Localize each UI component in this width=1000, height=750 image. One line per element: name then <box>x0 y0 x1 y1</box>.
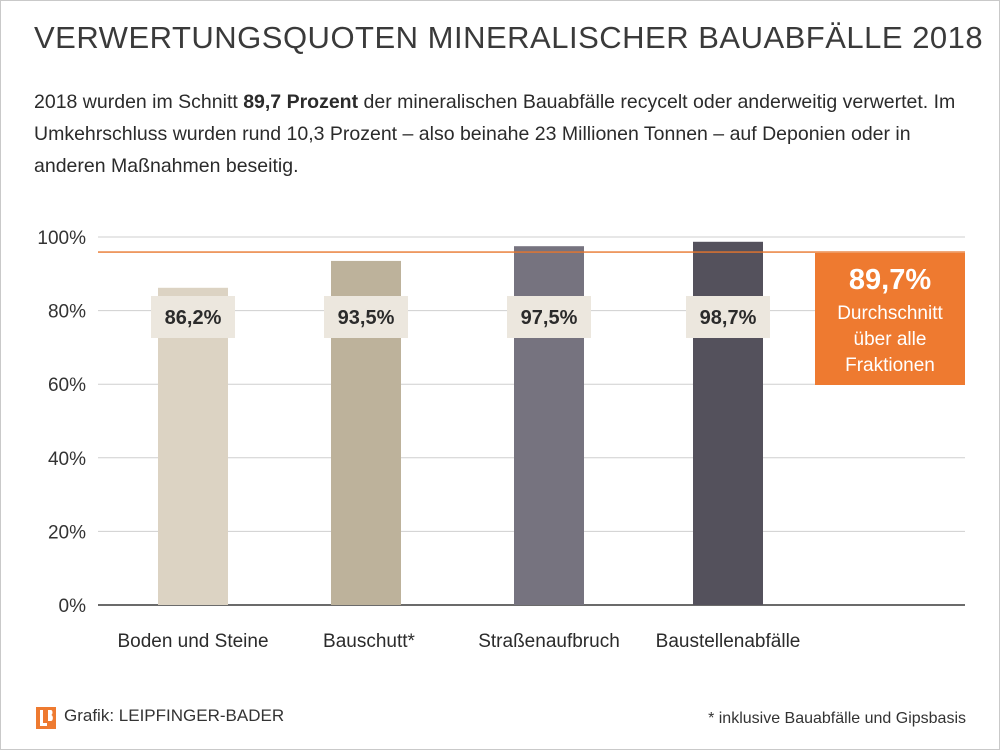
y-tick-label: 100% <box>37 228 86 249</box>
intro-part-1: 2018 wurden im Schnitt <box>34 91 244 113</box>
chart-title: VERWERTUNGSQUOTEN MINERALISCHER BAUABFÄL… <box>34 20 984 55</box>
data-label: 93,5% <box>338 307 395 329</box>
reference-layer: 89,7% Durchschnitt über alle Fraktionen <box>98 251 965 385</box>
category-label: Straßenaufbruch <box>478 631 620 652</box>
data-label-box <box>151 296 235 338</box>
average-label-line: Fraktionen <box>845 355 935 376</box>
intro-text: 2018 wurden im Schnitt 89,7 Prozent der … <box>34 86 974 182</box>
average-value: 89,7% <box>849 264 931 296</box>
footer-credit: Grafik: LEIPFINGER-BADER <box>64 706 285 725</box>
data-label-box <box>686 296 770 338</box>
y-tick-label: 0% <box>59 596 87 617</box>
footnote: * inklusive Bauabfälle und Gipsbasis <box>708 710 966 727</box>
data-label-box <box>507 296 591 338</box>
intro-part-2: der mineralischen Bauabfälle recycelt od… <box>34 91 956 177</box>
y-tick-label: 40% <box>48 449 86 470</box>
category-label: Bauschutt* <box>323 631 415 652</box>
label-layer: 0% 20% 40% 60% 80% 100% 86,2% Boden und Steine 9… <box>37 228 800 652</box>
y-tick-label: 60% <box>48 375 86 396</box>
intro-highlight: 89,7 Prozent <box>243 91 359 113</box>
data-label: 97,5% <box>521 307 578 329</box>
category-label: Baustellenabfälle <box>656 631 801 652</box>
average-label-line: über alle <box>854 329 927 350</box>
bar <box>158 287 228 605</box>
data-label-box <box>324 296 408 338</box>
y-tick-label: 80% <box>48 302 86 323</box>
data-label: 86,2% <box>165 307 222 329</box>
bar-layer <box>158 241 763 605</box>
data-label: 98,7% <box>700 307 757 329</box>
logo-icon <box>36 707 56 729</box>
category-label: Boden und Steine <box>117 631 268 652</box>
y-tick-label: 20% <box>48 522 86 543</box>
average-label-line: Durchschnitt <box>837 303 943 324</box>
average-box <box>815 253 965 385</box>
